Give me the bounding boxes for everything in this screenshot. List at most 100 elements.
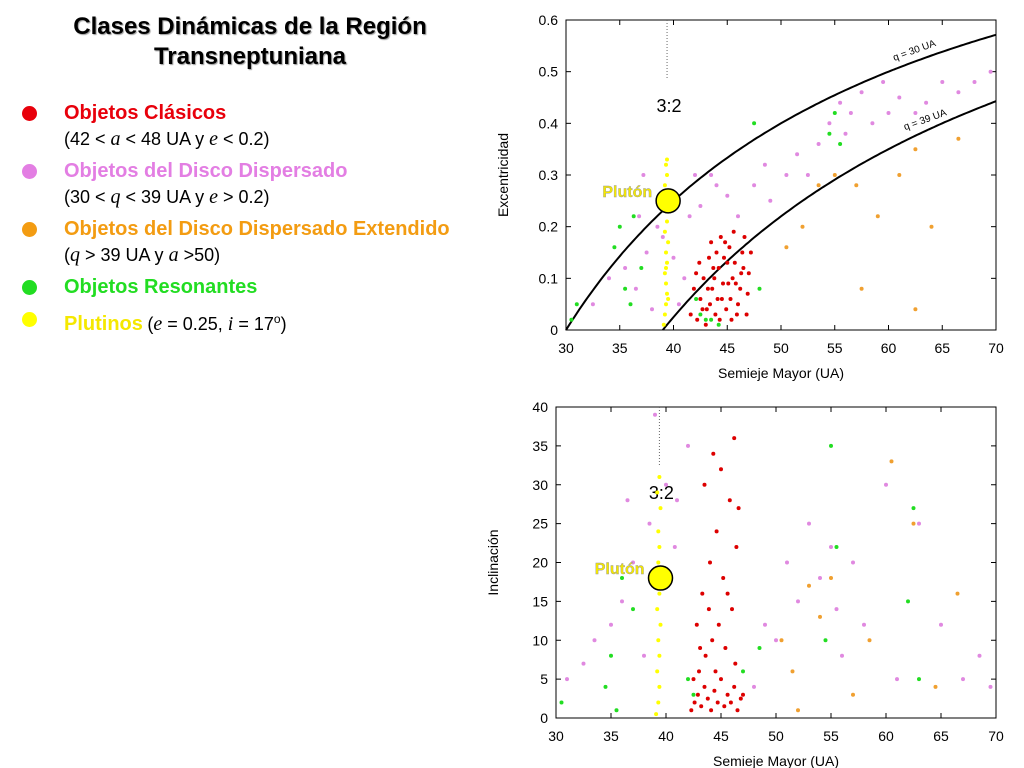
data-point	[631, 560, 635, 565]
data-point	[623, 286, 628, 291]
data-point	[736, 302, 740, 307]
data-point	[733, 661, 738, 666]
data-point	[698, 646, 703, 650]
legend-item-plutinos: Plutinos (e = 0.25, i = 17o)	[18, 306, 458, 337]
data-point	[694, 297, 699, 301]
data-point	[738, 696, 743, 701]
legend-label: Objetos Clásicos	[64, 102, 227, 124]
data-point	[716, 622, 721, 627]
data-point	[662, 229, 667, 234]
data-point	[650, 307, 654, 312]
data-point	[818, 576, 822, 580]
data-point	[762, 162, 767, 167]
data-point	[911, 521, 916, 526]
data-point	[784, 173, 789, 177]
data-point	[658, 506, 663, 511]
data-point	[711, 266, 716, 270]
data-point	[823, 638, 828, 643]
data-point	[840, 653, 844, 658]
data-point	[665, 291, 669, 296]
data-point	[719, 677, 723, 682]
data-point	[709, 240, 714, 245]
data-point	[691, 286, 696, 291]
data-point	[742, 235, 747, 239]
x-tick-label: 65	[933, 728, 949, 744]
data-point	[867, 638, 872, 643]
data-point	[746, 271, 751, 276]
x-tick-label: 65	[934, 340, 950, 356]
legend-item-extended: Objetos del Disco Dispersado Extendido (…	[18, 216, 458, 268]
data-point	[800, 224, 805, 229]
data-point	[655, 224, 660, 229]
data-point	[807, 583, 811, 588]
data-point	[662, 183, 667, 188]
x-tick-label: 30	[558, 340, 574, 356]
data-point	[752, 121, 757, 126]
data-point	[702, 684, 707, 689]
data-point	[725, 692, 730, 697]
data-point	[741, 266, 746, 270]
data-point	[796, 599, 800, 604]
data-point	[709, 317, 714, 322]
data-point	[728, 297, 733, 301]
legend-dot-resonant	[22, 280, 37, 295]
data-point	[726, 281, 731, 286]
pluto-label: Plutón	[595, 561, 645, 578]
data-point	[698, 204, 703, 208]
legend-item-scattered: Objetos del Disco Dispersado (30 < q < 3…	[18, 158, 458, 210]
data-point	[691, 692, 696, 697]
data-point	[913, 147, 918, 152]
x-tick-label: 40	[658, 728, 674, 744]
data-point	[691, 677, 696, 682]
data-point	[664, 250, 668, 255]
data-point	[906, 599, 910, 604]
data-point	[705, 286, 710, 291]
data-point	[832, 173, 837, 177]
y-tick-label: 0	[550, 322, 558, 338]
data-point	[727, 498, 732, 503]
data-point	[656, 529, 661, 534]
pluto-label: Plutón	[602, 184, 652, 201]
data-point	[697, 669, 701, 674]
data-point	[721, 281, 725, 286]
data-point	[657, 591, 662, 596]
x-axis-label: Semieje Mayor (UA)	[713, 753, 839, 768]
y-tick-label: 0.2	[539, 219, 559, 235]
data-point	[664, 482, 668, 487]
data-point	[827, 131, 832, 136]
data-point	[716, 266, 721, 270]
data-point	[829, 576, 833, 580]
data-point	[790, 669, 795, 674]
data-point	[785, 560, 789, 565]
data-point	[698, 297, 703, 301]
data-point	[972, 80, 977, 84]
x-tick-label: 70	[988, 728, 1004, 744]
data-point	[657, 684, 662, 689]
data-point	[665, 260, 669, 265]
data-point	[625, 498, 630, 503]
data-point	[832, 111, 837, 115]
data-point	[889, 459, 894, 464]
data-point	[736, 506, 741, 511]
data-point	[829, 545, 833, 549]
data-point	[854, 183, 859, 188]
data-point	[838, 142, 843, 146]
y-tick-label: 0.3	[539, 167, 559, 183]
data-point	[658, 622, 663, 627]
q-curve	[565, 33, 997, 331]
data-point	[620, 576, 624, 580]
data-point	[848, 111, 853, 115]
data-point	[657, 653, 662, 658]
legend: Objetos Clásicos (42 < a < 48 UA y e < 0…	[18, 100, 458, 343]
data-point	[657, 475, 662, 479]
x-tick-label: 35	[612, 340, 628, 356]
data-point	[703, 653, 708, 658]
data-point	[796, 708, 800, 713]
data-point	[631, 214, 636, 219]
data-point	[592, 638, 597, 643]
data-point	[700, 591, 705, 596]
data-point	[722, 704, 727, 709]
data-point	[612, 245, 617, 250]
data-point	[686, 443, 690, 448]
data-point	[714, 250, 719, 255]
